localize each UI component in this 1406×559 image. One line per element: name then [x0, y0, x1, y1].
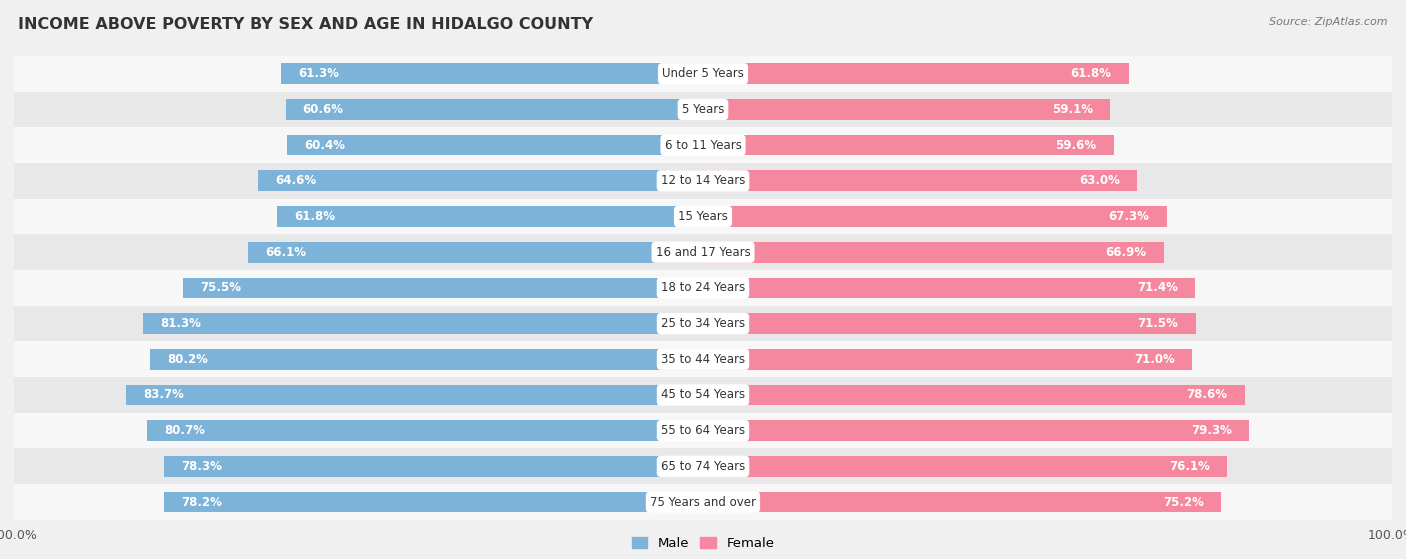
- Bar: [703, 99, 1111, 120]
- Text: 78.3%: 78.3%: [181, 460, 222, 473]
- Text: 75.5%: 75.5%: [200, 281, 240, 295]
- Bar: [277, 206, 703, 227]
- Bar: [247, 242, 703, 263]
- Bar: [287, 135, 703, 155]
- Bar: [703, 492, 1220, 513]
- Bar: [163, 456, 703, 477]
- Bar: [183, 277, 703, 299]
- Text: 18 to 24 Years: 18 to 24 Years: [661, 281, 745, 295]
- Text: 60.6%: 60.6%: [302, 103, 343, 116]
- Text: 75 Years and over: 75 Years and over: [650, 495, 756, 509]
- Bar: [703, 170, 1137, 191]
- Text: 71.4%: 71.4%: [1137, 281, 1178, 295]
- Text: 83.7%: 83.7%: [143, 389, 184, 401]
- Bar: [127, 385, 703, 405]
- Text: 59.6%: 59.6%: [1056, 139, 1097, 151]
- Text: 71.5%: 71.5%: [1137, 317, 1178, 330]
- Bar: [14, 198, 1392, 234]
- Text: 76.1%: 76.1%: [1170, 460, 1211, 473]
- Bar: [14, 92, 1392, 127]
- Legend: Male, Female: Male, Female: [626, 532, 780, 555]
- Text: Source: ZipAtlas.com: Source: ZipAtlas.com: [1270, 17, 1388, 27]
- Bar: [14, 377, 1392, 413]
- Bar: [703, 206, 1167, 227]
- Bar: [14, 163, 1392, 198]
- Bar: [703, 277, 1195, 299]
- Text: 25 to 34 Years: 25 to 34 Years: [661, 317, 745, 330]
- Text: 80.2%: 80.2%: [167, 353, 208, 366]
- Text: 64.6%: 64.6%: [276, 174, 316, 187]
- Bar: [14, 306, 1392, 342]
- Bar: [703, 242, 1164, 263]
- Bar: [703, 63, 1129, 84]
- Bar: [703, 349, 1192, 369]
- Bar: [14, 413, 1392, 448]
- Text: 15 Years: 15 Years: [678, 210, 728, 223]
- Text: 5 Years: 5 Years: [682, 103, 724, 116]
- Text: 67.3%: 67.3%: [1108, 210, 1150, 223]
- Bar: [14, 56, 1392, 92]
- Text: Under 5 Years: Under 5 Years: [662, 67, 744, 80]
- Text: 79.3%: 79.3%: [1191, 424, 1232, 437]
- Bar: [281, 63, 703, 84]
- Text: 66.9%: 66.9%: [1105, 246, 1147, 259]
- Text: 71.0%: 71.0%: [1135, 353, 1175, 366]
- Bar: [14, 448, 1392, 484]
- Text: 63.0%: 63.0%: [1078, 174, 1119, 187]
- Bar: [703, 135, 1114, 155]
- Text: 61.8%: 61.8%: [1070, 67, 1112, 80]
- Text: 78.6%: 78.6%: [1187, 389, 1227, 401]
- Bar: [148, 420, 703, 441]
- Text: 12 to 14 Years: 12 to 14 Years: [661, 174, 745, 187]
- Text: 61.8%: 61.8%: [294, 210, 336, 223]
- Text: 61.3%: 61.3%: [298, 67, 339, 80]
- Bar: [703, 385, 1244, 405]
- Bar: [14, 270, 1392, 306]
- Bar: [14, 127, 1392, 163]
- Text: 35 to 44 Years: 35 to 44 Years: [661, 353, 745, 366]
- Bar: [143, 313, 703, 334]
- Text: 55 to 64 Years: 55 to 64 Years: [661, 424, 745, 437]
- Bar: [257, 170, 703, 191]
- Text: 80.7%: 80.7%: [165, 424, 205, 437]
- Bar: [165, 492, 703, 513]
- Text: 65 to 74 Years: 65 to 74 Years: [661, 460, 745, 473]
- Bar: [285, 99, 703, 120]
- Bar: [703, 313, 1195, 334]
- Text: 78.2%: 78.2%: [181, 495, 222, 509]
- Bar: [14, 484, 1392, 520]
- Text: 75.2%: 75.2%: [1163, 495, 1204, 509]
- Bar: [150, 349, 703, 369]
- Bar: [703, 420, 1250, 441]
- Bar: [703, 456, 1227, 477]
- Bar: [14, 342, 1392, 377]
- Text: 16 and 17 Years: 16 and 17 Years: [655, 246, 751, 259]
- Text: 6 to 11 Years: 6 to 11 Years: [665, 139, 741, 151]
- Text: 66.1%: 66.1%: [264, 246, 307, 259]
- Text: 81.3%: 81.3%: [160, 317, 201, 330]
- Text: 45 to 54 Years: 45 to 54 Years: [661, 389, 745, 401]
- Text: 60.4%: 60.4%: [304, 139, 344, 151]
- Text: 59.1%: 59.1%: [1052, 103, 1092, 116]
- Bar: [14, 234, 1392, 270]
- Text: INCOME ABOVE POVERTY BY SEX AND AGE IN HIDALGO COUNTY: INCOME ABOVE POVERTY BY SEX AND AGE IN H…: [18, 17, 593, 32]
